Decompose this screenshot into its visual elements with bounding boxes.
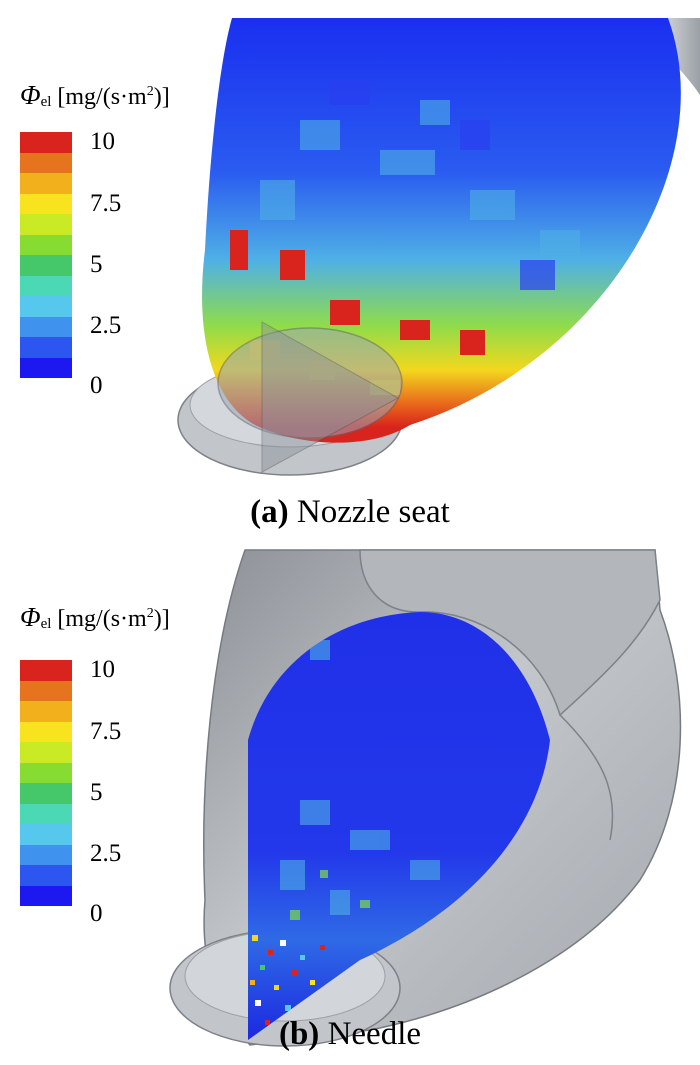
caption-nozzle-seat: (a) Nozzle seat [250,494,450,530]
panel-needle: Φel [mg/(s·m2)] 10 7.5 5 2.5 0 (b) Needl… [0,540,700,1065]
colorbar-scale [20,132,72,378]
tick-label: 0 [90,372,103,399]
nozzle-seat-render [177,18,700,476]
tick-label: 0 [90,900,103,927]
outlet-opening [217,327,403,439]
caption-needle: (b) Needle [278,1016,422,1052]
cut-plane [261,321,400,473]
tick-label: 10 [90,128,115,155]
colorbar-title: Φel [mg/(s·m2)] [20,80,170,110]
tick-label: 5 [90,251,103,278]
tick-label: 7.5 [90,190,122,217]
colorbar-title: Φel [mg/(s·m2)] [20,602,170,632]
tick-label: 10 [90,656,115,683]
colorbar-scale [20,660,72,906]
tick-label: 7.5 [90,718,122,745]
tick-label: 2.5 [90,312,122,339]
needle-render [169,549,682,1047]
tick-label: 2.5 [90,840,122,867]
tick-label: 5 [90,779,103,806]
panel-nozzle-seat: Φel [mg/(s·m2)] 10 7.5 5 2.5 0 (a) Nozzl… [20,18,700,530]
